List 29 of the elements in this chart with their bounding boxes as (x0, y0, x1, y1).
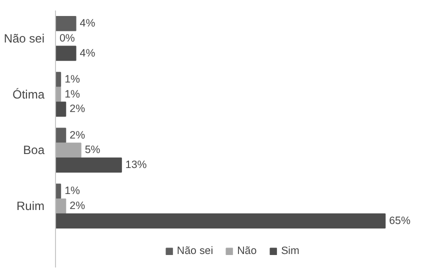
y-tick-label: Ruim (16, 199, 45, 214)
legend-label: Não (237, 245, 258, 257)
bar (56, 16, 76, 32)
bar (56, 46, 76, 61)
data-label: 1% (64, 88, 80, 100)
y-tick-label: Ótima (12, 87, 45, 102)
y-tick-label: Boa (23, 143, 45, 158)
bar (56, 213, 386, 229)
bar (56, 86, 62, 102)
data-label: 4% (80, 47, 96, 60)
bar (56, 157, 122, 173)
data-label: 5% (84, 144, 101, 156)
y-tick-label: Não sei (4, 31, 44, 46)
legend-label: Não sei (176, 245, 214, 257)
data-label: 2% (70, 129, 86, 142)
data-label: 0% (60, 32, 76, 44)
data-label: 2% (70, 200, 86, 212)
bar (56, 198, 66, 214)
bar (56, 128, 66, 143)
data-label: 1% (64, 73, 80, 86)
bar (56, 102, 66, 117)
bar (56, 184, 62, 199)
data-label: 13% (125, 159, 148, 172)
data-label: 2% (70, 103, 86, 116)
data-label: 65% (389, 214, 411, 227)
legend-label: Sim (281, 245, 300, 257)
data-label: 1% (64, 185, 80, 198)
data-label: 4% (80, 18, 96, 30)
bar (56, 142, 82, 158)
